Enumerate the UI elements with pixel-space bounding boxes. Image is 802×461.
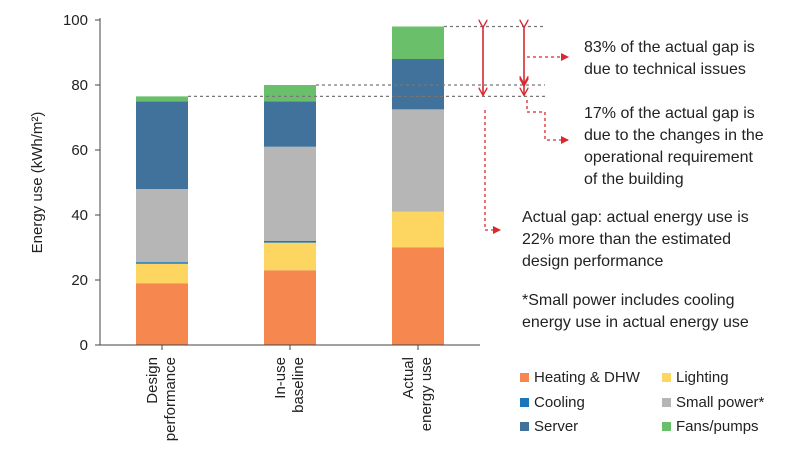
bar-in-use-baseline-fans-pumps <box>264 85 316 102</box>
legend-swatch <box>662 422 671 431</box>
y-tick-label: 20 <box>71 272 88 289</box>
bar-design-performance-fans-pumps <box>136 96 188 102</box>
legend-item-server: Server <box>520 418 578 435</box>
y-axis-label: Energy use (kWh/m²) <box>29 112 46 254</box>
legend-label: Heating & DHW <box>534 369 641 386</box>
legend-item-heating-dhw: Heating & DHW <box>520 369 641 386</box>
x-axis: Designperformance In-usebaseline Actualene… <box>100 344 480 441</box>
annotations: 83% of the actual gap is due to technical… <box>483 28 764 331</box>
bar-in-use-baseline-small-power <box>264 146 316 241</box>
annotation-technical: 83% of the actual gap is due to technical… <box>584 39 755 78</box>
legend-label: Server <box>534 418 578 435</box>
x-tick-label-in-use-baseline: In-usebaseline <box>272 357 307 413</box>
bar-in-use-baseline-server <box>264 101 316 147</box>
bar-actual-energy-use-heating-dhw <box>392 247 444 345</box>
bar-in-use-baseline-heating-dhw <box>264 270 316 345</box>
y-axis: 0 20 40 60 80 100 Energy use (kWh/m²) <box>29 12 101 354</box>
x-tick-label-line: energy use <box>418 357 435 431</box>
y-tick-label: 0 <box>80 337 88 354</box>
bar-actual-energy-use-small-power <box>392 109 444 212</box>
annotation-actual-gap: Actual gap: actual energy use is 22% more… <box>522 209 749 270</box>
legend-swatch <box>662 398 671 407</box>
annotation-line: operational requirement <box>584 149 754 166</box>
annotation-line: 22% more than the estimated <box>522 231 731 248</box>
x-tick-label-line: Design <box>144 357 161 404</box>
bar-design-performance-cooling <box>136 262 188 264</box>
guide-lines <box>188 25 545 97</box>
annotation-line: design performance <box>522 253 664 270</box>
y-tick-label: 40 <box>71 207 88 224</box>
bars <box>136 26 444 345</box>
x-tick-label-line: performance <box>162 357 179 441</box>
x-tick-label-design-performance: Designperformance <box>144 357 179 441</box>
bar-design-performance-lighting <box>136 263 188 284</box>
bar-actual-energy-use-lighting <box>392 211 444 248</box>
annotation-line: energy use in actual energy use <box>522 314 749 331</box>
annotation-line: Actual gap: actual energy use is <box>522 209 749 226</box>
legend-label: Lighting <box>676 369 729 386</box>
x-tick-label-line: Actual <box>400 357 417 399</box>
annotation-line: due to the changes in the <box>584 127 764 144</box>
bar-actual-energy-use-fans-pumps <box>392 26 444 59</box>
legend-item-lighting: Lighting <box>662 369 729 386</box>
legend-swatch <box>520 422 529 431</box>
bar-design-performance-heating-dhw <box>136 283 188 345</box>
legend-label: Fans/pumps <box>676 418 759 435</box>
legend-label: Small power* <box>676 394 765 411</box>
legend-item-cooling: Cooling <box>520 394 585 411</box>
legend-swatch <box>520 373 529 382</box>
legend-label: Cooling <box>534 394 585 411</box>
y-tick-label: 60 <box>71 142 88 159</box>
annotation-line: 17% of the actual gap is <box>584 105 755 122</box>
annotation-line: 83% of the actual gap is <box>584 39 755 56</box>
x-tick-label-line: In-use <box>272 357 289 399</box>
bar-in-use-baseline-cooling <box>264 241 316 243</box>
legend-item-small-power: Small power* <box>662 394 765 411</box>
bar-actual-energy-use-server <box>392 59 444 110</box>
legend-swatch <box>662 373 671 382</box>
y-tick-label: 80 <box>71 77 88 94</box>
bar-design-performance-small-power <box>136 189 188 263</box>
connector-operational <box>526 100 569 144</box>
bar-in-use-baseline-lighting <box>264 242 316 271</box>
annotation-small-power-note: *Small power includes cooling energy use … <box>522 292 749 331</box>
x-tick-label-line: baseline <box>290 357 307 413</box>
bar-design-performance-server <box>136 101 188 189</box>
annotation-line: *Small power includes cooling <box>522 292 735 309</box>
y-tick-label: 100 <box>63 12 88 29</box>
annotation-line: due to technical issues <box>584 61 746 78</box>
annotation-operational: 17% of the actual gap is due to the chang… <box>584 105 764 188</box>
legend: Heating & DHW Lighting Cooling Small power*… <box>520 369 765 435</box>
legend-swatch <box>520 398 529 407</box>
x-tick-label-actual-energy-use: Actualenergy use <box>400 357 435 431</box>
connector-actual-gap <box>484 110 501 234</box>
legend-item-fans-pumps: Fans/pumps <box>662 418 759 435</box>
annotation-line: of the building <box>584 171 684 188</box>
